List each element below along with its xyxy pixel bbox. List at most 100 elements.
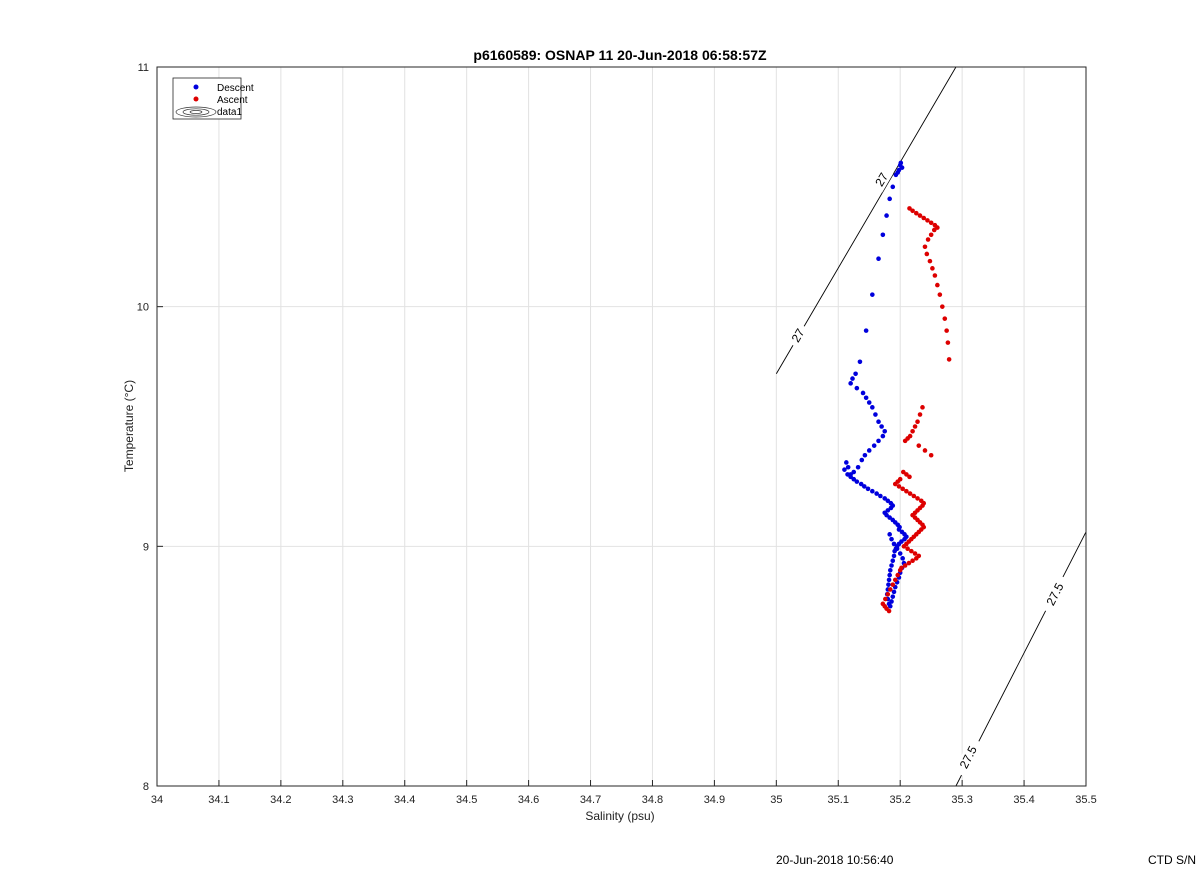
descent-point [878, 493, 883, 499]
ascent-point [890, 582, 896, 587]
y-tick-label: 10 [137, 302, 149, 314]
x-tick-label: 35.4 [1013, 794, 1034, 806]
y-axis-label: Temperature (°C) [122, 380, 136, 472]
descent-point [853, 371, 858, 377]
ascent-point [928, 220, 934, 226]
x-tick-label: 34.4 [394, 794, 415, 806]
ascent-point [886, 608, 892, 614]
y-tick-label: 9 [143, 541, 149, 553]
x-tick-label: 34 [151, 794, 163, 806]
descent-point [884, 512, 889, 518]
descent-point [863, 328, 869, 333]
descent-point [889, 536, 894, 542]
descent-point [845, 464, 851, 470]
descent-point [893, 172, 899, 178]
descent-point [871, 443, 877, 448]
ascent-point [940, 304, 945, 309]
ascent-point [902, 438, 908, 444]
x-tick-label: 34.5 [456, 794, 477, 806]
x-tick-label: 34.6 [518, 794, 539, 806]
ascent-point [922, 448, 928, 453]
ascent-point [914, 210, 919, 216]
descent-point [898, 160, 904, 166]
ascent-point [895, 572, 901, 578]
ascent-point [907, 206, 912, 211]
descent-point [854, 385, 860, 391]
ascent-point [935, 282, 940, 288]
descent-point [860, 390, 866, 396]
footer-timestamp: 20-Jun-2018 10:56:40 [776, 853, 894, 867]
x-tick-label: 35.5 [1075, 794, 1096, 806]
x-tick-label: 35.3 [951, 794, 972, 806]
data-points [842, 160, 952, 614]
descent-point [857, 359, 863, 365]
descent-point [859, 457, 865, 463]
descent-point [886, 582, 891, 587]
descent-point [880, 433, 886, 439]
descent-point [899, 165, 905, 170]
ascent-point [907, 474, 912, 480]
ascent-point [910, 428, 915, 434]
ascent-point [910, 558, 915, 564]
descent-point [890, 594, 896, 599]
descent-point [891, 589, 897, 595]
legend[interactable]: Descent Ascent data1 [172, 77, 254, 120]
descent-point [866, 448, 872, 453]
descent-point [855, 464, 861, 470]
descent-point [890, 558, 896, 564]
ascent-point [883, 596, 888, 602]
ascent-point [925, 218, 930, 223]
ascent-point [931, 227, 937, 233]
y-tick-label: 8 [143, 781, 149, 793]
descent-point [880, 232, 886, 238]
ascent-point [904, 488, 909, 494]
ascent-point [930, 266, 935, 271]
descent-point [865, 486, 871, 492]
ascent-point [944, 328, 949, 333]
descent-point [863, 395, 869, 401]
descent-point [887, 572, 892, 578]
descent-point [870, 488, 875, 494]
descent-point [897, 551, 903, 556]
ascent-point [928, 452, 934, 458]
isopycnal-label: 27 [789, 326, 808, 345]
legend-box [172, 77, 242, 120]
descent-point [850, 376, 855, 381]
descent-point [889, 563, 894, 568]
x-tick-label: 35.1 [828, 794, 849, 806]
descent-point [887, 515, 892, 520]
ascent-point [927, 258, 933, 264]
ascent-point [912, 551, 918, 556]
descent-point [873, 412, 878, 417]
x-tick-label: 35 [770, 794, 782, 806]
x-tick-label: 34.2 [270, 794, 291, 806]
legend-marker-contour [175, 106, 217, 118]
descent-point [884, 213, 889, 218]
descent-point [902, 536, 907, 542]
isopycnal-line [775, 66, 957, 375]
descent-point [886, 577, 892, 583]
x-axis-label: Salinity (psu) [585, 809, 654, 823]
ascent-point [920, 405, 925, 410]
x-tick-label: 34.3 [332, 794, 353, 806]
ascent-point [912, 424, 918, 429]
x-tick-label: 34.8 [642, 794, 663, 806]
plot-frame [156, 66, 1087, 787]
descent-point [848, 381, 853, 386]
descent-point [844, 460, 849, 465]
ascent-point [906, 560, 912, 566]
ascent-point [932, 273, 938, 278]
ascent-point [911, 493, 917, 499]
legend-entry-data1: data1 [217, 107, 242, 118]
descent-point [862, 452, 868, 458]
x-tick-label: 34.9 [704, 794, 725, 806]
descent-point [851, 469, 857, 475]
ascent-point [937, 292, 943, 297]
descent-point [889, 599, 894, 604]
descent-point [885, 508, 891, 513]
descent-point [882, 496, 888, 501]
x-tick-label: 34.1 [208, 794, 229, 806]
axis-ticks: 34 34.1 34.2 34.3 34.4 34.5 34.6 34.7 34.8 34.9 35… [137, 62, 1097, 806]
ascent-point [905, 546, 910, 552]
isopycnal-label-bg [870, 166, 894, 193]
